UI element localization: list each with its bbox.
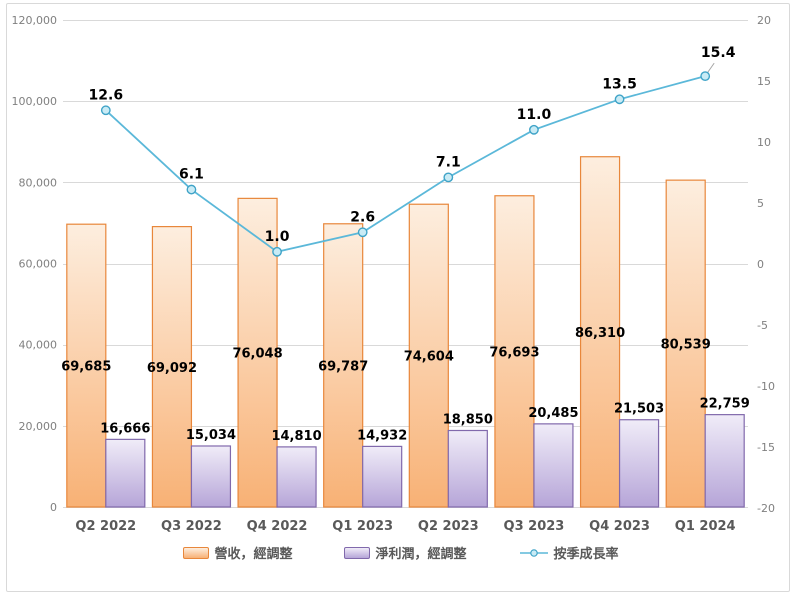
right-axis-tick: 15 (757, 75, 771, 88)
growth-data-label: 7.1 (436, 154, 461, 170)
right-axis-tick: 0 (757, 258, 764, 271)
profit-data-label: 14,810 (271, 429, 321, 444)
left-axis-tick: 0 (50, 501, 57, 514)
profit-data-label: 16,666 (100, 421, 150, 436)
growth-point-marker (614, 94, 625, 105)
revenue-bar (665, 179, 706, 508)
growth-data-label: 12.6 (89, 87, 124, 103)
right-axis-tick: -5 (757, 319, 768, 332)
left-axis-tick: 100,000 (12, 95, 58, 108)
legend-label-profit: 淨利潤，經調整 (375, 547, 467, 562)
growth-point-marker (357, 227, 368, 238)
revenue-bar (408, 203, 449, 508)
legend-item-profit: 淨利潤，經調整 (344, 543, 467, 562)
growth-point-marker (700, 71, 711, 82)
right-axis-tick: -10 (757, 380, 775, 393)
profit-data-label: 20,485 (528, 406, 578, 421)
growth-data-label: 1.0 (265, 229, 290, 245)
profit-bar (190, 445, 232, 508)
growth-data-label: 2.6 (350, 209, 375, 225)
x-axis-category: Q1 2024 (675, 519, 736, 534)
x-axis-category: Q2 2023 (418, 519, 479, 534)
left-axis-tick: 20,000 (19, 420, 58, 433)
revenue-data-label: 69,685 (61, 360, 111, 375)
left-axis-tick: 120,000 (12, 14, 58, 27)
right-axis-tick: 5 (757, 197, 764, 210)
growth-point-marker (529, 124, 539, 135)
revenue-bar (579, 156, 621, 508)
x-axis-category: Q2 2022 (75, 519, 136, 534)
profit-data-label: 21,503 (614, 402, 664, 417)
profit-bar (276, 446, 317, 508)
growth-data-label: 11.0 (517, 107, 552, 123)
x-axis-category: Q3 2022 (161, 519, 222, 534)
revenue-bar (323, 223, 364, 508)
profit-data-label: 18,850 (443, 413, 493, 428)
revenue-swatch-icon (183, 546, 210, 559)
legend-label-growth: 按季成長率 (553, 547, 619, 562)
left-axis-tick: 40,000 (19, 339, 58, 352)
x-axis-category: Q4 2023 (589, 519, 650, 534)
right-axis-tick: 20 (757, 14, 771, 27)
legend-label-revenue: 營收，經調整 (214, 547, 293, 562)
x-axis-category: Q3 2023 (504, 519, 565, 534)
profit-bar (618, 419, 660, 508)
revenue-data-label: 76,693 (489, 345, 539, 360)
revenue-data-label: 80,539 (661, 338, 711, 353)
revenue-data-label: 69,092 (147, 361, 197, 376)
revenue-bar (66, 223, 107, 508)
plot-area: 120,000 100,000 80,000 60,000 40,000 20,000 0 2… (12, 14, 775, 534)
profit-data-label: 14,932 (357, 428, 407, 443)
profit-data-label: 15,034 (186, 428, 236, 443)
growth-data-label: 6.1 (179, 167, 204, 183)
growth-point-marker (186, 184, 197, 195)
revenue-bar (494, 195, 535, 508)
left-axis-tick: 80,000 (19, 176, 58, 189)
growth-point-marker (100, 105, 111, 116)
growth-data-label: 13.5 (602, 76, 637, 92)
profit-bar (704, 414, 745, 508)
right-axis-tick: -20 (757, 502, 775, 515)
profit-bar (533, 423, 574, 508)
growth-line (105, 75, 706, 253)
revenue-bar (151, 226, 193, 508)
profit-swatch-icon (344, 546, 371, 559)
legend-item-growth: 按季成長率 (519, 543, 619, 562)
revenue-data-label: 76,048 (232, 347, 282, 362)
growth-point-marker (443, 172, 454, 183)
line-marker-icon (519, 548, 548, 557)
revenue-bar (237, 197, 278, 508)
growth-data-label: 15.4 (701, 45, 736, 61)
label-leader-line (706, 62, 715, 74)
profit-bar (362, 445, 403, 508)
right-axis-tick: -15 (757, 441, 775, 454)
right-axis-tick: 10 (757, 136, 771, 149)
x-axis-category: Q1 2023 (332, 519, 393, 534)
legend-item-revenue: 營收，經調整 (183, 543, 292, 562)
profit-bar (105, 438, 146, 508)
x-axis-category: Q4 2022 (247, 519, 308, 534)
left-axis-tick: 60,000 (19, 258, 58, 271)
profit-data-label: 22,759 (700, 397, 750, 412)
chart-legend: 營收，經調整 淨利潤，經調整 按季成長率 (0, 543, 802, 562)
revenue-data-label: 74,604 (404, 350, 454, 365)
growth-point-marker (272, 246, 282, 257)
revenue-data-label: 69,787 (318, 359, 368, 374)
profit-bar (447, 429, 488, 508)
revenue-data-label: 86,310 (575, 326, 625, 341)
